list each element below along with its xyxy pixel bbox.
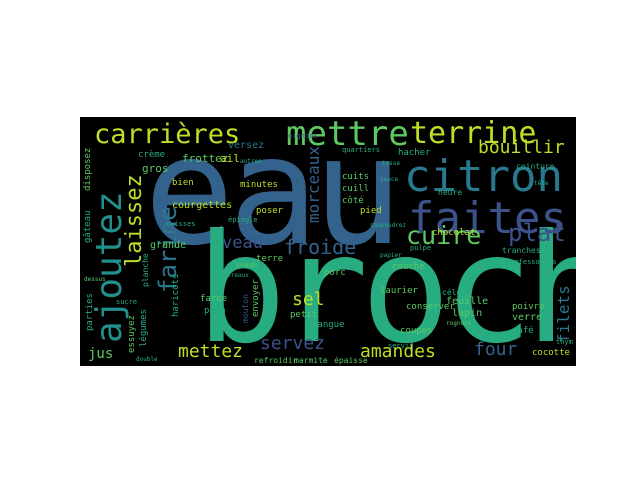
word-creme: crème [138, 150, 166, 160]
word-planche: planche [141, 253, 150, 287]
word-conserver: conserver [406, 302, 455, 312]
word-epingle: épingle [228, 216, 258, 224]
word-gros: gros [142, 162, 169, 175]
word-langue: langue [312, 320, 345, 330]
word-poser: poser [256, 206, 284, 216]
word-feuille: feuille [446, 296, 489, 307]
word-rognons: rognons [446, 320, 472, 327]
word-haricots: haricots [171, 273, 181, 317]
word-faites: faites [408, 193, 567, 244]
word-amandes: amandes [360, 341, 436, 362]
word-hacher: hacher [398, 148, 431, 158]
word-poireaux: poireaux [220, 272, 249, 279]
word-pain: pain [204, 306, 226, 316]
word-lapin: lapin [452, 308, 483, 319]
word-minutes: minutes [240, 180, 278, 190]
word-ceinture: ceinture [516, 162, 555, 171]
word-tasse: tasse [382, 160, 401, 167]
word-petit: petit [290, 310, 318, 320]
word-cuisses: cuisses [166, 220, 196, 228]
word-pulpe: pulpe [410, 244, 432, 252]
word-cote: côté [342, 196, 364, 206]
word-parties: parties [85, 293, 95, 331]
word-double: double [136, 356, 158, 363]
word-plat: plat [508, 219, 566, 247]
word-epaisse: épaisse [334, 356, 368, 365]
word-sel: sel [292, 289, 325, 310]
word-cafe: café [512, 326, 534, 336]
word-saupoudrez: saupoudrez [370, 222, 407, 229]
word-filets: filets [554, 285, 573, 343]
word-citron: citron [404, 151, 563, 202]
word-tete: tête [534, 180, 549, 187]
word-laurier: laurier [380, 286, 418, 296]
word-servez: servez [260, 333, 326, 354]
word-tranches: tranches [502, 246, 541, 255]
word-terre: terre [256, 254, 284, 264]
word-mettre: mettre [286, 117, 409, 154]
word-couche: couche [392, 262, 425, 272]
word-sauce: sauce [380, 176, 399, 183]
word-heure: heure [438, 188, 463, 197]
word-dessus: dessus [84, 276, 106, 283]
word-mettez: mettez [178, 341, 244, 362]
word-terrine: terrine [410, 117, 537, 151]
word-quartiers: quartiers [342, 146, 380, 154]
word-farce: farce [200, 294, 228, 304]
word-gateau: gâteau [83, 210, 93, 243]
word-envoyer: envoyer [251, 279, 261, 317]
word-veau: veau [222, 233, 263, 253]
word-grande: grande [150, 240, 187, 251]
word-pied: pied [360, 206, 382, 216]
word-chocolat: chocolat [432, 228, 476, 238]
word-jus: jus [88, 346, 114, 362]
word-marmite: marmite [294, 356, 328, 365]
word-cuill: cuill [342, 184, 370, 194]
word-coupes: coupés [400, 326, 433, 336]
word-disposez: disposez [83, 147, 93, 191]
word-cloud: eau broch mettre terrine carrières citro… [80, 117, 576, 366]
word-carrieres: carrières [94, 119, 241, 150]
word-legumes: légumes [139, 309, 149, 347]
word-celeri: céleri [442, 288, 471, 297]
word-porc: porc [324, 268, 346, 278]
word-morceaux: morceaux [304, 145, 323, 223]
word-cuits: cuits [342, 172, 370, 182]
word-refroidir: refroidir [254, 356, 298, 365]
word-ail: ail [220, 152, 240, 165]
word-autres: autres [240, 158, 262, 165]
word-thym: thym [556, 338, 573, 346]
word-frottez: frottez [182, 152, 229, 165]
word-froide: froide [284, 235, 357, 259]
word-professorats: professorats [506, 258, 557, 266]
word-broch: broch [196, 203, 576, 366]
word-verre: verre [512, 312, 543, 323]
word-mouton: mouton [241, 294, 250, 323]
word-bouillir: bouillir [478, 137, 565, 158]
word-cuire: cuire [406, 221, 482, 250]
word-bien: bien [172, 178, 194, 188]
word-four: four [474, 339, 518, 360]
word-poivre: poivre [512, 302, 545, 312]
word-servir: servir [388, 342, 414, 350]
word-oignons: oignons [288, 132, 318, 140]
word-courgettes: courgettes [172, 200, 233, 211]
word-grands: grands [236, 262, 258, 269]
word-essuyez: essuyez [127, 315, 137, 353]
word-papier: papier [380, 252, 402, 259]
word-versez: versez [228, 140, 265, 151]
word-sucre: sucre [116, 298, 138, 306]
word-eau: eau [144, 117, 403, 279]
word-cocotte: cocotte [532, 348, 570, 358]
